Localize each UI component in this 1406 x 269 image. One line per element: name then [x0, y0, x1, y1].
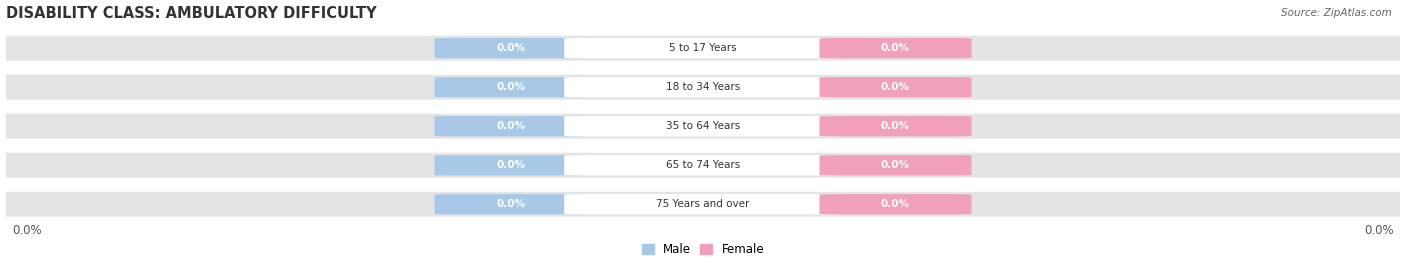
Text: 0.0%: 0.0% [496, 199, 524, 209]
FancyBboxPatch shape [820, 116, 972, 136]
FancyBboxPatch shape [434, 38, 586, 58]
FancyBboxPatch shape [0, 153, 1406, 178]
FancyBboxPatch shape [820, 38, 972, 58]
Text: 0.0%: 0.0% [496, 43, 524, 53]
FancyBboxPatch shape [0, 114, 1406, 139]
Text: 0.0%: 0.0% [882, 199, 910, 209]
Text: 0.0%: 0.0% [882, 121, 910, 131]
FancyBboxPatch shape [0, 36, 1406, 61]
Text: 0.0%: 0.0% [882, 43, 910, 53]
FancyBboxPatch shape [434, 155, 586, 175]
FancyBboxPatch shape [434, 116, 586, 136]
Text: 0.0%: 0.0% [13, 224, 42, 237]
Text: 65 to 74 Years: 65 to 74 Years [666, 160, 740, 170]
FancyBboxPatch shape [0, 192, 1406, 217]
Legend: Male, Female: Male, Female [637, 238, 769, 261]
Text: 5 to 17 Years: 5 to 17 Years [669, 43, 737, 53]
FancyBboxPatch shape [564, 155, 842, 175]
FancyBboxPatch shape [564, 77, 842, 97]
FancyBboxPatch shape [820, 194, 972, 214]
FancyBboxPatch shape [564, 194, 842, 214]
FancyBboxPatch shape [434, 194, 586, 214]
FancyBboxPatch shape [820, 77, 972, 97]
Text: 18 to 34 Years: 18 to 34 Years [666, 82, 740, 92]
Text: DISABILITY CLASS: AMBULATORY DIFFICULTY: DISABILITY CLASS: AMBULATORY DIFFICULTY [6, 6, 377, 20]
FancyBboxPatch shape [434, 77, 586, 97]
FancyBboxPatch shape [0, 75, 1406, 100]
FancyBboxPatch shape [564, 116, 842, 136]
Text: 0.0%: 0.0% [496, 82, 524, 92]
FancyBboxPatch shape [820, 155, 972, 175]
Text: 75 Years and over: 75 Years and over [657, 199, 749, 209]
Text: 0.0%: 0.0% [1364, 224, 1393, 237]
Text: 0.0%: 0.0% [496, 121, 524, 131]
Text: Source: ZipAtlas.com: Source: ZipAtlas.com [1281, 8, 1392, 18]
Text: 0.0%: 0.0% [882, 160, 910, 170]
Text: 35 to 64 Years: 35 to 64 Years [666, 121, 740, 131]
Text: 0.0%: 0.0% [882, 82, 910, 92]
Text: 0.0%: 0.0% [496, 160, 524, 170]
FancyBboxPatch shape [564, 38, 842, 58]
